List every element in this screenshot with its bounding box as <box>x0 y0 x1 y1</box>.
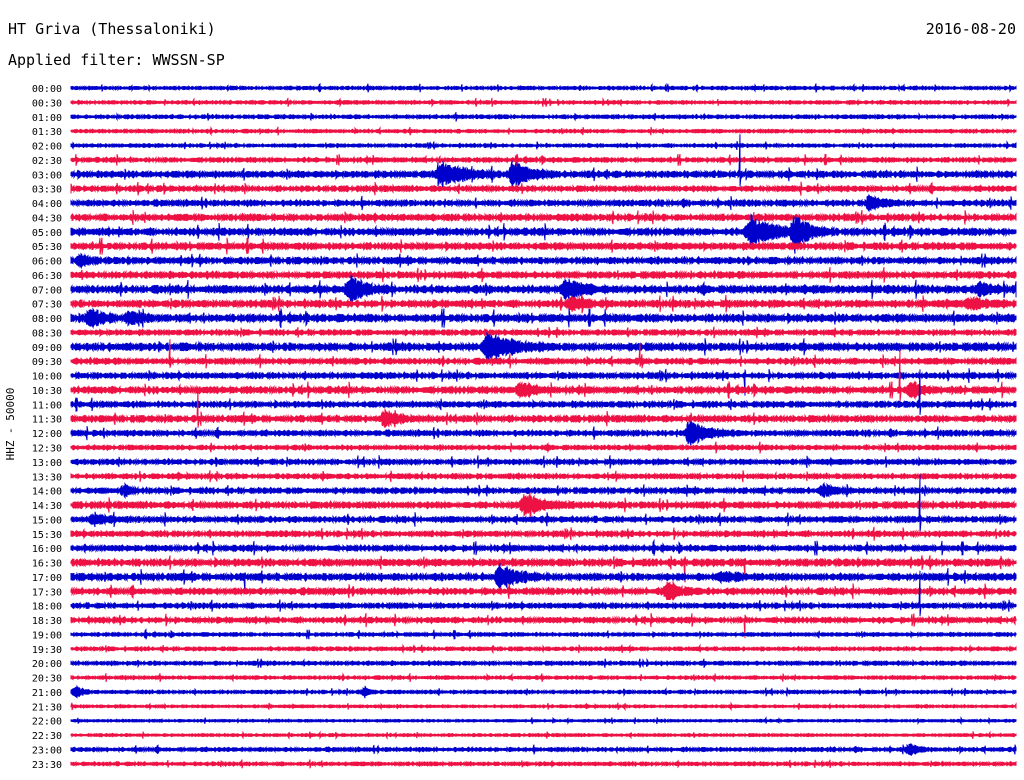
row-time-label: 23:30 <box>32 760 62 771</box>
station-title: HT Griva (Thessaloniki) <box>8 20 216 38</box>
row-time-label: 02:00 <box>32 142 62 153</box>
row-time-label: 14:00 <box>32 487 62 498</box>
row-time-label: 15:00 <box>32 515 62 526</box>
trace-row <box>70 481 1017 500</box>
row-time-label: 20:00 <box>32 659 62 670</box>
row-time-label: 11:00 <box>32 400 62 411</box>
row-time-label: 10:00 <box>32 372 62 383</box>
trace-row <box>70 193 1017 213</box>
trace-row <box>70 538 1017 556</box>
row-time-label: 00:30 <box>32 98 62 109</box>
trace-row <box>70 209 1017 225</box>
trace-row <box>70 742 1017 756</box>
row-time-label: 13:00 <box>32 458 62 469</box>
row-time-label: 03:30 <box>32 185 62 196</box>
row-time-label: 04:00 <box>32 199 62 210</box>
filter-label: Applied filter: WWSSN-SP <box>8 51 225 69</box>
trace-row <box>70 441 1017 454</box>
row-time-label: 21:00 <box>32 688 62 699</box>
trace-row <box>70 492 1017 518</box>
row-time-label: 10:30 <box>32 386 62 397</box>
trace-row <box>70 307 1017 330</box>
trace-row <box>70 474 1017 533</box>
row-time-label: 09:00 <box>32 343 62 354</box>
row-time-label: 07:00 <box>32 285 62 296</box>
row-time-label: 04:30 <box>32 213 62 224</box>
row-time-label: 17:00 <box>32 573 62 584</box>
row-time-label: 22:30 <box>32 731 62 742</box>
trace-row <box>70 570 1017 617</box>
trace-row <box>70 275 1017 303</box>
row-time-label: 05:00 <box>32 228 62 239</box>
row-time-label: 01:30 <box>32 127 62 138</box>
trace-row <box>70 294 1017 314</box>
trace-row <box>70 470 1017 483</box>
trace-row <box>70 555 1017 583</box>
trace-row <box>70 213 1017 254</box>
trace-row <box>70 420 1017 446</box>
trace-row <box>70 562 1017 592</box>
row-time-label: 19:00 <box>32 630 62 641</box>
row-time-label: 09:30 <box>32 357 62 368</box>
trace-row <box>70 684 1017 699</box>
row-time-label: 22:00 <box>32 717 62 728</box>
trace-row <box>70 134 1017 189</box>
row-time-label: 23:00 <box>32 745 62 756</box>
trace-row <box>70 388 1017 429</box>
row-time-label: 08:30 <box>32 328 62 339</box>
row-time-label: 12:00 <box>32 429 62 440</box>
trace-row <box>70 628 1017 640</box>
trace-row <box>70 331 1017 361</box>
row-time-label: 16:30 <box>32 559 62 570</box>
row-time-label: 08:00 <box>32 314 62 325</box>
row-time-label: 03:00 <box>32 170 62 181</box>
row-time-label: 00:00 <box>32 84 62 95</box>
trace-row <box>70 672 1017 683</box>
row-time-label: 06:00 <box>32 257 62 268</box>
trace-row <box>70 326 1017 339</box>
trace-row <box>70 267 1017 283</box>
trace-row <box>70 237 1017 255</box>
trace-row <box>70 369 1017 415</box>
row-time-label: 05:30 <box>32 242 62 253</box>
trace-row <box>70 455 1017 469</box>
trace-row <box>70 580 1017 601</box>
trace-row <box>70 153 1017 168</box>
row-time-label: 21:30 <box>32 702 62 713</box>
trace-row <box>70 612 1017 639</box>
row-time-label: 20:30 <box>32 674 62 685</box>
trace-row <box>70 759 1017 769</box>
date-label: 2016-08-20 <box>925 20 1016 38</box>
row-time-label: 19:30 <box>32 645 62 656</box>
row-time-label: 07:30 <box>32 300 62 311</box>
row-time-label: 01:00 <box>32 113 62 124</box>
row-time-label: 12:30 <box>32 444 62 455</box>
row-time-label: 18:30 <box>32 616 62 627</box>
row-time-label: 14:30 <box>32 501 62 512</box>
trace-row <box>70 349 1017 403</box>
row-time-label: 18:00 <box>32 602 62 613</box>
trace-row <box>70 339 1017 369</box>
row-time-label: 16:00 <box>32 544 62 555</box>
row-time-label: 15:30 <box>32 530 62 541</box>
trace-row <box>70 526 1017 541</box>
trace-row <box>70 643 1017 655</box>
row-time-label: 06:30 <box>32 271 62 282</box>
row-time-label: 13:30 <box>32 472 62 483</box>
row-time-label: 17:30 <box>32 587 62 598</box>
trace-row <box>70 368 1017 396</box>
row-time-label: 11:30 <box>32 415 62 426</box>
trace-row <box>70 181 1017 196</box>
trace-row <box>70 252 1017 270</box>
row-time-label: 02:30 <box>32 156 62 167</box>
